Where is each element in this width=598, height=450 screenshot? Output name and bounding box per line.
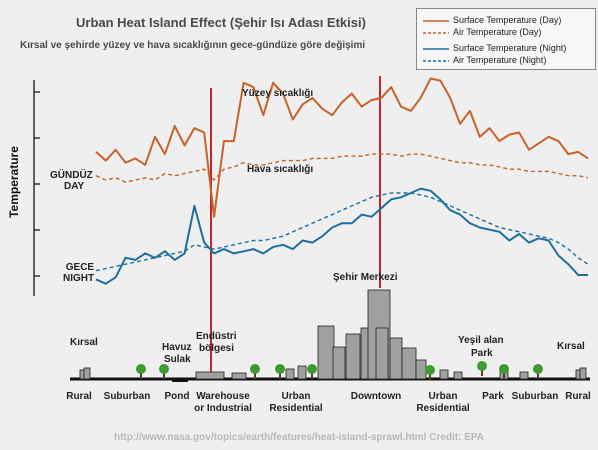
night-label-en: NIGHT xyxy=(63,273,95,284)
buildings-profile xyxy=(70,289,590,382)
tree-trunk xyxy=(503,372,505,379)
y-axis xyxy=(33,80,40,296)
air-night-line xyxy=(95,192,589,272)
industrial-annotation-line1: Endüstri xyxy=(196,331,237,342)
legend-item-air-night: Air Temperature (Night) xyxy=(423,55,546,65)
tree-trunk xyxy=(140,372,142,379)
building xyxy=(297,365,307,380)
pond-annotation-line1: Havuz xyxy=(162,342,191,353)
tree xyxy=(477,361,487,371)
building xyxy=(579,367,587,380)
series-lines xyxy=(95,77,589,285)
legend: Surface Temperature (Day) Air Temperatur… xyxy=(416,8,596,70)
chart-title: Urban Heat Island Effect (Şehir Isı Adas… xyxy=(76,15,366,30)
zone-label: Warehouse xyxy=(196,391,250,402)
zone-label: Pond xyxy=(165,391,190,402)
legend-label: Air Temperature (Day) xyxy=(453,27,542,37)
pond-annotation-line2: Sulak xyxy=(164,354,191,365)
night-label-tr: GECE xyxy=(65,262,95,273)
building xyxy=(519,371,529,380)
tree-trunk xyxy=(537,372,539,379)
building xyxy=(83,367,91,380)
building xyxy=(231,372,247,380)
building xyxy=(389,337,403,380)
rural-right-annotation: Kırsal xyxy=(557,341,585,352)
building xyxy=(332,346,346,380)
tree-trunk xyxy=(279,372,281,379)
tree xyxy=(307,364,317,374)
building xyxy=(195,371,225,380)
building xyxy=(415,359,427,380)
downtown-annotation: Şehir Merkezi xyxy=(333,272,398,283)
industrial-annotation-line2: bölgesi xyxy=(199,343,234,354)
tree xyxy=(425,365,435,375)
tree-trunk xyxy=(481,369,483,376)
annotations: Yüzey sıcaklığı Hava sıcaklığı Şehir Mer… xyxy=(70,88,585,365)
zone-label: Rural xyxy=(565,391,591,402)
air-day-annotation: Hava sıcaklığı xyxy=(247,164,313,175)
credit-text: http://www.nasa.gov/topics/earth/feature… xyxy=(113,432,485,443)
zone-label: Suburban xyxy=(104,391,151,402)
zone-label: Residential xyxy=(416,403,470,414)
pond-shape xyxy=(172,378,188,382)
tree-trunk xyxy=(163,372,165,379)
tree xyxy=(250,364,260,374)
zone-label: Urban xyxy=(429,391,458,402)
day-label-en: DAY xyxy=(64,181,85,192)
zone-label: Suburban xyxy=(512,391,559,402)
tree xyxy=(136,364,146,374)
building xyxy=(317,325,335,380)
park-annotation-line2: Park xyxy=(471,348,493,359)
legend-item-air-day: Air Temperature (Day) xyxy=(423,27,541,37)
tree xyxy=(159,364,169,374)
zone-label: Urban xyxy=(282,391,311,402)
surface-day-line xyxy=(95,77,589,218)
night-label: GECE NIGHT xyxy=(63,262,94,284)
building xyxy=(375,327,389,380)
tree-trunk xyxy=(311,372,313,379)
zone-label: Downtown xyxy=(351,391,402,402)
legend-label: Surface Temperature (Day) xyxy=(453,15,562,25)
zone-label: or Industrial xyxy=(194,403,252,414)
tree xyxy=(499,364,509,374)
building xyxy=(345,333,361,380)
park-annotation-line1: Yeşil alan xyxy=(458,335,504,346)
y-axis-label: Temperature xyxy=(7,146,21,218)
legend-item-surface-day: Surface Temperature (Day) xyxy=(423,15,561,25)
surface-night-line xyxy=(95,187,588,285)
building xyxy=(285,368,295,380)
zone-label: Park xyxy=(482,391,504,402)
tree xyxy=(275,364,285,374)
building xyxy=(453,371,463,380)
legend-label: Air Temperature (Night) xyxy=(453,55,547,65)
day-label: GÜNDÜZ DAY xyxy=(50,170,93,192)
tree-trunk xyxy=(254,372,256,379)
air-day-line xyxy=(95,153,589,183)
zone-label: Residential xyxy=(269,403,323,414)
legend-item-surface-night: Surface Temperature (Night) xyxy=(423,43,566,53)
zone-markers xyxy=(210,76,381,372)
rural-left-annotation: Kırsal xyxy=(70,337,98,348)
surface-day-annotation: Yüzey sıcaklığı xyxy=(242,88,313,99)
legend-label: Surface Temperature (Night) xyxy=(453,43,567,53)
day-label-tr: GÜNDÜZ xyxy=(50,170,93,181)
building xyxy=(401,347,417,380)
building xyxy=(439,369,449,380)
zone-label: Rural xyxy=(66,391,92,402)
tree-trunk xyxy=(429,373,431,380)
chart-subtitle: Kırsal ve şehirde yüzey ve hava sıcaklığ… xyxy=(20,40,366,51)
tree xyxy=(533,364,543,374)
